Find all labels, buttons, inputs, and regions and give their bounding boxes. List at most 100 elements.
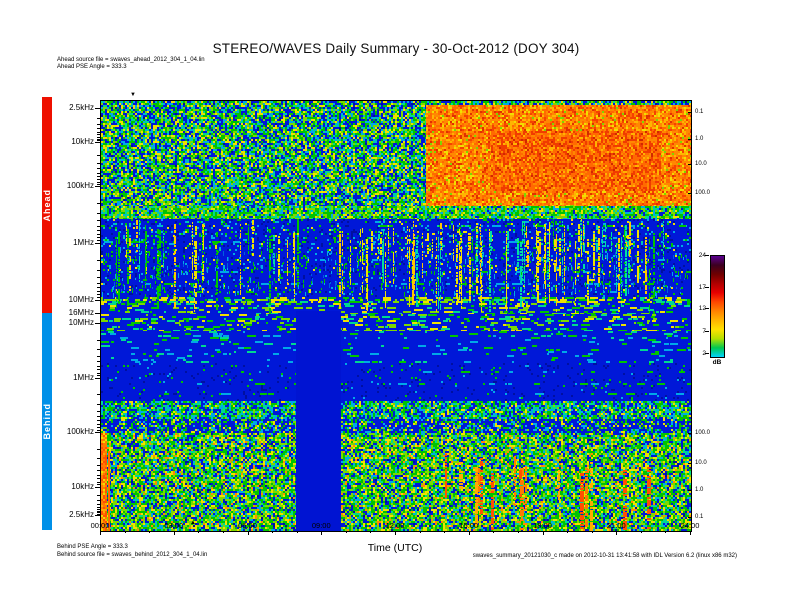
colorbar-tick [705, 331, 709, 332]
y-axis-tick-label: 10MHz [68, 295, 94, 304]
right-axis-tick-label: 0.1 [695, 514, 704, 520]
colorbar-tick [705, 353, 709, 354]
right-axis-tick-label: 0.1 [695, 109, 704, 115]
y-axis-minor-tick [97, 173, 100, 174]
x-axis-minor-tick [444, 531, 445, 533]
y-axis-minor-tick [97, 500, 100, 501]
y-axis-minor-tick [97, 420, 100, 421]
y-axis-minor-tick [97, 411, 100, 412]
y-axis-minor-tick [97, 349, 100, 350]
colorbar-tick [705, 308, 709, 309]
y-axis-tick [95, 313, 100, 314]
y-axis-minor-tick [97, 297, 100, 298]
y-axis-minor-tick [97, 179, 100, 180]
x-axis-tick [248, 531, 249, 535]
colorbar-tick-label: 2 [680, 350, 706, 357]
x-axis-minor-tick [641, 531, 642, 533]
x-axis-minor-tick [592, 531, 593, 533]
right-axis-tick [688, 112, 692, 113]
y-axis-minor-tick [97, 283, 100, 284]
y-axis-tick-label: 100kHz [66, 181, 94, 190]
y-axis-tick [95, 515, 100, 516]
y-axis-tick-label: 1MHz [73, 373, 94, 382]
y-axis-tick [95, 378, 100, 379]
colorbar-tick-label: 12 [698, 305, 706, 312]
y-axis-minor-tick [97, 182, 100, 183]
y-axis-tick [95, 108, 100, 109]
y-axis-minor-tick [97, 504, 100, 505]
y-axis-minor-tick [97, 369, 100, 370]
x-axis-tick-label: 00:00 [90, 521, 110, 530]
x-axis-minor-tick [493, 531, 494, 533]
ahead-source-note: Ahead source file = swaves_ahead_2012_30… [57, 57, 205, 63]
x-axis-tick [321, 531, 322, 535]
right-axis-tick [688, 517, 692, 518]
spectrogram-heatmap [100, 100, 692, 532]
y-axis-minor-tick [97, 134, 100, 135]
y-axis-minor-tick [97, 356, 100, 357]
y-axis-minor-tick [97, 277, 100, 278]
y-axis-tick-label: 2.5kHz [69, 103, 94, 112]
x-axis-tick-label: 18:00 [533, 521, 552, 530]
y-axis-tick [95, 300, 100, 301]
y-axis-tick-label: 2.5kHz [69, 510, 94, 519]
x-axis-tick-label: 06:00 [238, 521, 257, 530]
y-axis-tick [95, 487, 100, 488]
y-axis-minor-tick [97, 427, 100, 428]
y-axis-minor-tick [97, 478, 100, 479]
y-axis-minor-tick [97, 226, 100, 227]
pse-marker-down-icon: ▼ [130, 92, 136, 98]
x-axis-tick-label: 24:00 [680, 521, 700, 530]
y-axis-minor-tick [97, 484, 100, 485]
y-axis-minor-tick [97, 128, 100, 129]
right-axis-tick-label: 10.0 [695, 460, 707, 466]
y-axis-minor-tick [97, 424, 100, 425]
colorbar-tick [705, 255, 709, 256]
y-axis-minor-tick [97, 366, 100, 367]
y-axis-minor-tick [97, 465, 100, 466]
ahead-panel-bar: Ahead [42, 97, 52, 313]
right-axis-tick-label: 10.0 [695, 161, 707, 167]
y-axis-minor-tick [97, 132, 100, 133]
page-title: STEREO/WAVES Daily Summary - 30-Oct-2012… [212, 41, 580, 56]
right-axis-tick [688, 463, 692, 464]
right-axis-tick [688, 433, 692, 434]
y-axis-minor-tick [97, 237, 100, 238]
y-axis-minor-tick [97, 511, 100, 512]
y-axis-minor-tick [97, 361, 100, 362]
y-axis-minor-tick [97, 168, 100, 169]
y-axis-minor-tick [97, 509, 100, 510]
x-axis-tick [543, 531, 544, 535]
y-axis-minor-tick [97, 140, 100, 141]
y-axis-tick-label: 10MHz [68, 318, 94, 327]
colorbar-unit-label: dB [712, 359, 722, 366]
x-axis-tick-label: 03:00 [164, 521, 184, 530]
y-axis-minor-tick [97, 340, 100, 341]
x-axis-tick [690, 531, 691, 535]
y-axis-minor-tick [97, 124, 100, 125]
y-axis-tick-label: 10kHz [71, 137, 94, 146]
right-axis-tick [688, 164, 692, 165]
colorbar-tick-label: 7 [680, 328, 706, 335]
y-axis-minor-tick [97, 213, 100, 214]
right-axis-tick [688, 490, 692, 491]
y-axis-minor-tick [97, 449, 100, 450]
x-axis-minor-tick [272, 531, 273, 533]
y-axis-tick [95, 432, 100, 433]
x-axis-minor-tick [665, 531, 666, 533]
y-axis-minor-tick [97, 287, 100, 288]
y-axis-minor-tick [97, 155, 100, 156]
y-axis-tick [95, 323, 100, 324]
behind-source-note: Behind source file = swaves_behind_2012_… [57, 552, 208, 558]
y-axis-minor-tick [97, 203, 100, 204]
x-axis-tick-label: 12:00 [385, 521, 405, 530]
y-axis-minor-tick [97, 475, 100, 476]
ahead-panel-label: Ahead [42, 188, 52, 222]
x-axis-minor-tick [198, 531, 199, 533]
x-axis-minor-tick [567, 531, 568, 533]
y-axis-tick-label: 1MHz [73, 238, 94, 247]
x-axis-minor-tick [420, 531, 421, 533]
right-axis-tick-label: 1.0 [695, 487, 704, 493]
y-axis-minor-tick [97, 416, 100, 417]
